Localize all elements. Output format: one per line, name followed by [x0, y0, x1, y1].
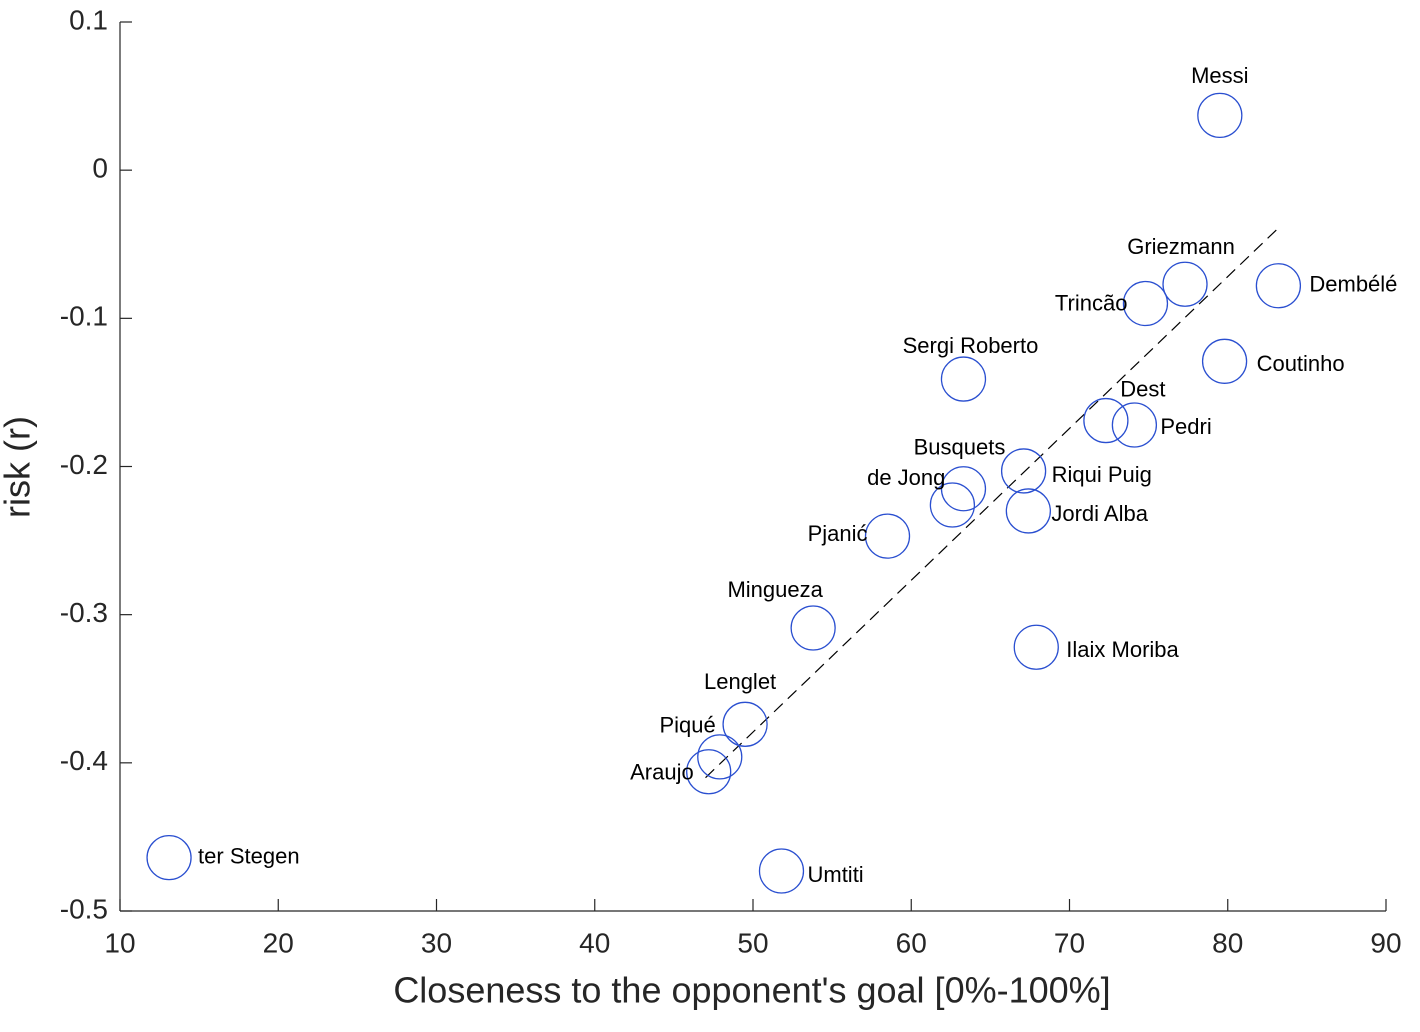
y-axis-label: risk (r): [0, 416, 38, 518]
point-label: Pedri: [1160, 414, 1211, 439]
point-label: de Jong: [867, 465, 945, 490]
point-label: ter Stegen: [198, 843, 300, 868]
x-tick-label: 50: [737, 927, 768, 958]
point: [1000, 448, 1047, 494]
point: [864, 513, 911, 559]
point-label: Ilaix Moriba: [1066, 637, 1179, 662]
point-label: Busquets: [914, 435, 1006, 460]
point-label: Dest: [1120, 376, 1165, 401]
point: [146, 835, 192, 881]
point-label: Messi: [1191, 63, 1248, 88]
y-tick-label: -0.5: [60, 893, 108, 924]
point: [940, 356, 987, 402]
point: [790, 605, 836, 651]
point: [1005, 488, 1052, 534]
point-label: Jordi Alba: [1051, 501, 1148, 526]
point-label: Riqui Puig: [1052, 462, 1152, 487]
trend-line: [705, 226, 1281, 779]
point-label: Dembélé: [1309, 272, 1397, 297]
point: [697, 734, 743, 780]
point: [1201, 338, 1248, 384]
point-label: Araujo: [630, 760, 694, 785]
point-label: Trincão: [1055, 290, 1128, 315]
x-tick-label: 40: [579, 927, 610, 958]
point: [1162, 261, 1208, 307]
x-tick-label: 90: [1370, 927, 1401, 958]
point-label: Sergi Roberto: [903, 333, 1039, 358]
point: [1013, 624, 1059, 670]
point: [1083, 397, 1129, 444]
point: [686, 749, 732, 795]
x-axis-label: Closeness to the opponent's goal [0%-100…: [393, 970, 1110, 1011]
y-tick-label: -0.1: [60, 301, 108, 332]
x-tick-label: 30: [421, 927, 452, 958]
point: [1255, 263, 1302, 309]
x-tick-label: 60: [896, 927, 927, 958]
x-tick-label: 10: [104, 927, 135, 958]
point-label: Mingueza: [727, 577, 823, 602]
y-tick-label: -0.4: [60, 745, 108, 776]
point: [758, 848, 805, 894]
y-tick-label: 0.1: [69, 4, 108, 35]
point-label: Pjanić: [808, 521, 868, 546]
point-label: Umtiti: [807, 862, 863, 887]
point-label: Griezmann: [1127, 234, 1235, 259]
point: [1122, 280, 1169, 327]
x-tick-label: 70: [1054, 927, 1085, 958]
point-label: Coutinho: [1257, 351, 1345, 376]
x-tick-label: 80: [1212, 927, 1243, 958]
y-tick-label: -0.2: [60, 449, 108, 480]
point: [940, 466, 987, 512]
y-tick-label: 0: [92, 153, 108, 184]
point-label: Piqué: [659, 713, 715, 738]
point: [722, 701, 768, 747]
point: [1111, 402, 1158, 448]
point: [1197, 92, 1243, 138]
y-tick-label: -0.3: [60, 597, 108, 628]
x-tick-label: 20: [263, 927, 294, 958]
point: [929, 482, 976, 528]
point-label: Lenglet: [704, 669, 776, 694]
